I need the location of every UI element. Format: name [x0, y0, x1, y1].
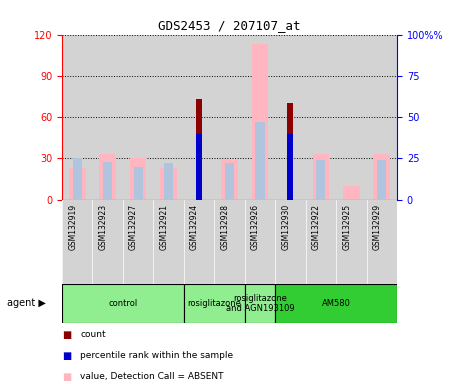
Text: agent ▶: agent ▶: [7, 298, 46, 308]
Bar: [99, 154, 116, 200]
Bar: [287, 103, 293, 200]
Text: GSM132921: GSM132921: [160, 204, 168, 250]
Bar: [275, 35, 306, 200]
Text: GSM132919: GSM132919: [68, 204, 77, 250]
Bar: [221, 160, 238, 200]
Bar: [245, 35, 275, 200]
Bar: [196, 134, 202, 200]
Bar: [184, 35, 214, 200]
Text: count: count: [80, 330, 106, 339]
Text: ■: ■: [62, 372, 71, 382]
Bar: [214, 200, 245, 284]
Text: rosiglitazone: rosiglitazone: [187, 299, 241, 308]
Bar: [160, 168, 177, 200]
Bar: [153, 200, 184, 284]
Bar: [225, 163, 234, 200]
Bar: [123, 35, 153, 200]
Bar: [367, 35, 397, 200]
Bar: [214, 35, 245, 200]
Bar: [130, 159, 146, 200]
Text: GSM132922: GSM132922: [312, 204, 321, 250]
Bar: [313, 154, 329, 200]
Bar: [92, 200, 123, 284]
Bar: [245, 200, 275, 284]
Bar: [343, 186, 360, 200]
Bar: [255, 122, 264, 200]
Text: GSM132924: GSM132924: [190, 204, 199, 250]
Text: percentile rank within the sample: percentile rank within the sample: [80, 351, 234, 360]
Bar: [245, 284, 275, 323]
Bar: [275, 284, 397, 323]
Bar: [62, 200, 92, 284]
Text: ■: ■: [62, 330, 71, 340]
Bar: [62, 35, 92, 200]
Bar: [69, 168, 85, 200]
Text: ■: ■: [62, 351, 71, 361]
Bar: [103, 162, 112, 200]
Bar: [287, 134, 293, 200]
Text: GSM132925: GSM132925: [342, 204, 351, 250]
Text: GSM132928: GSM132928: [220, 204, 230, 250]
Bar: [92, 35, 123, 200]
Bar: [184, 200, 214, 284]
Bar: [316, 160, 325, 200]
Bar: [275, 200, 306, 284]
Bar: [184, 284, 245, 323]
Text: control: control: [108, 299, 138, 308]
Text: rosiglitazone
and AGN193109: rosiglitazone and AGN193109: [226, 294, 294, 313]
Bar: [164, 163, 173, 200]
Text: GSM132923: GSM132923: [99, 204, 108, 250]
Text: value, Detection Call = ABSENT: value, Detection Call = ABSENT: [80, 372, 224, 381]
Text: GSM132926: GSM132926: [251, 204, 260, 250]
Bar: [153, 35, 184, 200]
Text: GSM132930: GSM132930: [281, 204, 291, 250]
Bar: [377, 160, 386, 200]
Bar: [336, 35, 367, 200]
Bar: [62, 284, 184, 323]
Bar: [73, 159, 82, 200]
Text: GSM132927: GSM132927: [129, 204, 138, 250]
Bar: [196, 99, 202, 200]
Bar: [374, 154, 390, 200]
Text: AM580: AM580: [322, 299, 351, 308]
Bar: [336, 200, 367, 284]
Bar: [134, 167, 143, 200]
Bar: [367, 200, 397, 284]
Bar: [123, 200, 153, 284]
Bar: [252, 44, 269, 200]
Bar: [306, 35, 336, 200]
Text: GDS2453 / 207107_at: GDS2453 / 207107_at: [158, 19, 301, 32]
Text: GSM132929: GSM132929: [373, 204, 382, 250]
Bar: [306, 200, 336, 284]
